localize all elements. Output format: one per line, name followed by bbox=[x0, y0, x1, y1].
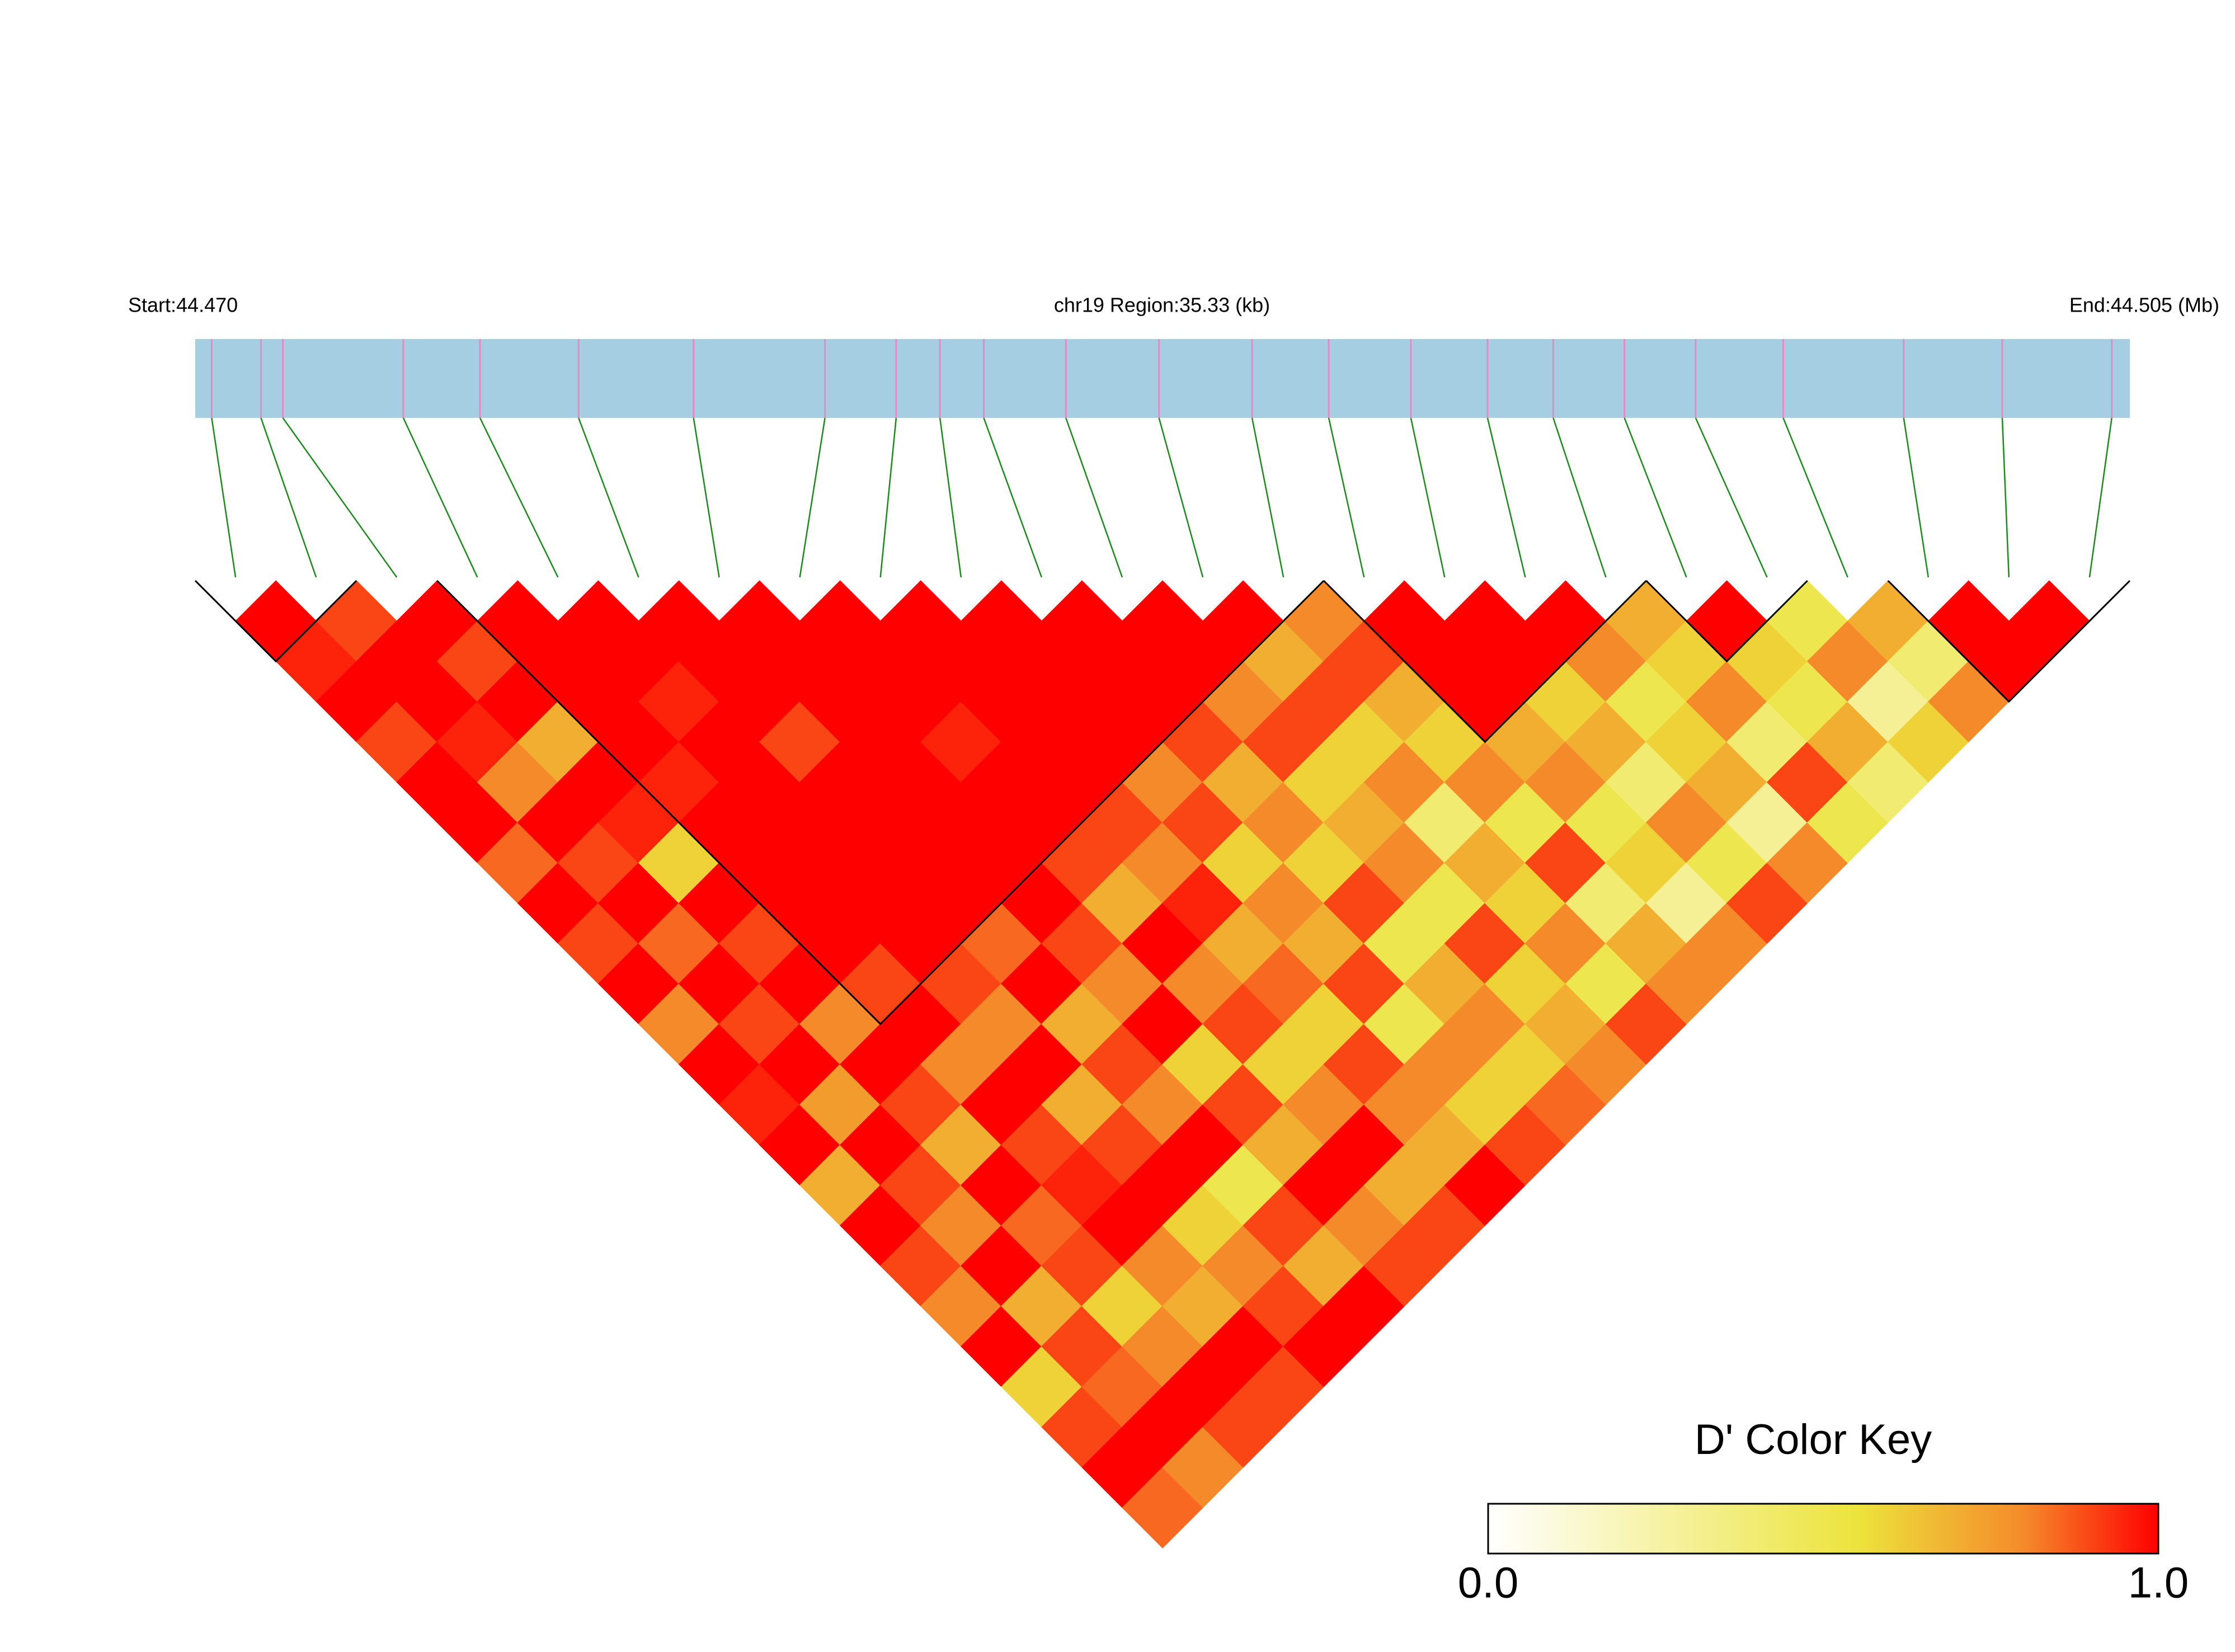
snp-connector bbox=[1065, 417, 1123, 578]
colorbar-tick-label: 0.0 bbox=[1458, 1558, 1518, 1607]
ld-block bbox=[1323, 580, 1647, 743]
snp-connector bbox=[282, 417, 398, 578]
snp-connector bbox=[260, 417, 317, 578]
ld-block bbox=[1645, 580, 1808, 663]
snp-connector bbox=[693, 417, 720, 578]
snp-connector bbox=[939, 417, 962, 578]
snp-track bbox=[195, 339, 2130, 418]
snp-connector bbox=[402, 417, 478, 578]
region-label: chr19 Region:35.33 (kb) bbox=[1054, 294, 1270, 317]
colorbar bbox=[1487, 1503, 2159, 1555]
snp-connector bbox=[479, 417, 559, 578]
snp-connector bbox=[1251, 417, 1284, 578]
snp-connector bbox=[2088, 417, 2112, 578]
colorbar-tick-label: 1.0 bbox=[2128, 1558, 2189, 1607]
start-label: Start:44.470 bbox=[128, 294, 238, 317]
end-label: End:44.505 (Mb) bbox=[2069, 294, 2219, 317]
snp-connector bbox=[1410, 417, 1446, 578]
snp-connector bbox=[1624, 417, 1687, 578]
colorbar-title: D' Color Key bbox=[1695, 1416, 1932, 1463]
snp-connector bbox=[879, 417, 897, 578]
snp-connector bbox=[2001, 417, 2010, 578]
ld-block bbox=[1887, 580, 2131, 703]
snp-connector bbox=[1486, 417, 1526, 578]
snp-connector bbox=[1328, 417, 1365, 578]
ld-block bbox=[194, 580, 357, 663]
snp-connector bbox=[799, 417, 826, 578]
snp-connector bbox=[1158, 417, 1204, 578]
snp-connector bbox=[1552, 417, 1607, 578]
snp-connector bbox=[1903, 417, 1930, 578]
snp-connector bbox=[1782, 417, 1848, 578]
snp-connector bbox=[1695, 417, 1768, 578]
ld-block bbox=[436, 580, 1325, 1025]
snp-connector bbox=[577, 417, 639, 578]
snp-connector bbox=[211, 417, 237, 578]
snp-connector bbox=[983, 417, 1043, 578]
